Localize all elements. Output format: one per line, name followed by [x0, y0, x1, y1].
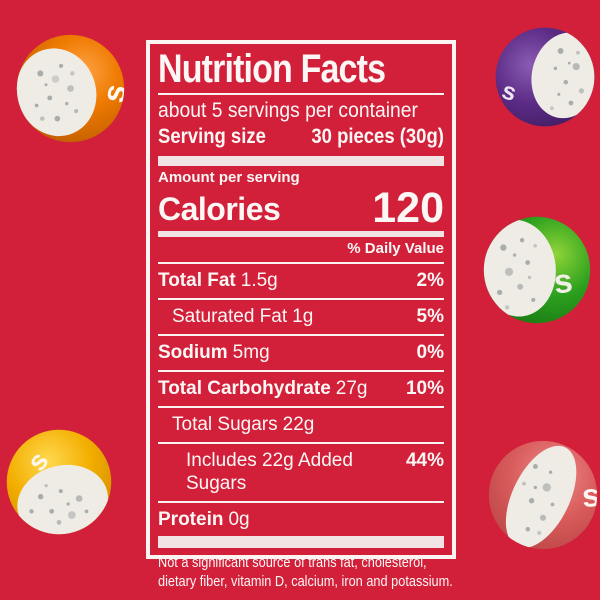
yellow-candy-icon: s: [6, 429, 112, 535]
orange-candy-icon: s: [16, 34, 125, 143]
nutrient-dv: 44%: [405, 450, 444, 471]
panel-title: Nutrition Facts: [158, 47, 386, 91]
svg-text:s: s: [581, 477, 600, 514]
nutrient-row-total-fat: Total Fat 1.5g 2%: [158, 262, 444, 298]
nutrient-dv: 10%: [405, 378, 444, 399]
nutrient-name: Saturated Fat: [172, 306, 288, 327]
servings-per-container: about 5 servings per container: [158, 99, 418, 122]
nutrient-name: Total Fat: [158, 270, 236, 291]
nutrient-amount: 27g: [335, 378, 368, 399]
nutrient-amount: 5mg: [232, 342, 270, 363]
nutrient-name: Total Sugars: [172, 414, 278, 435]
svg-text:s: s: [552, 263, 574, 302]
nutrient-name: Total Carbohydrate: [158, 378, 331, 399]
footnote-line-1: Not a significant source of trans fat, c…: [158, 554, 427, 571]
separator-bar: [158, 536, 444, 548]
nutrient-amount: 1.5g: [240, 270, 278, 291]
separator-bar: [158, 156, 444, 166]
nutrient-amount: 22g: [282, 414, 315, 435]
serving-size-label: Serving size: [158, 125, 266, 148]
green-candy-icon: s: [483, 216, 591, 324]
serving-size-row: Serving size 30 pieces (30g): [158, 124, 444, 150]
nutrient-amount: 0g: [228, 509, 250, 530]
nutrient-dv: 0%: [416, 342, 444, 363]
nutrient-dv: 5%: [416, 306, 444, 327]
nutrient-row-total-sugars: Total Sugars 22g: [158, 406, 444, 442]
nutrient-name: Protein: [158, 509, 224, 530]
purple-candy-icon: s: [495, 27, 595, 127]
daily-value-header: % Daily Value: [347, 240, 444, 257]
serving-size-value: 30 pieces (30g): [311, 125, 444, 148]
nutrient-dv: 2%: [416, 270, 444, 291]
red-candy-icon: s: [488, 440, 600, 550]
nutrient-name: Includes 22g Added Sugars: [186, 450, 353, 494]
nutrient-name: Sodium: [158, 342, 228, 363]
nutrient-row-protein: Protein 0g: [158, 501, 444, 533]
nutrient-row-sodium: Sodium 5mg 0%: [158, 334, 444, 370]
nutrition-facts-panel: Nutrition Facts about 5 servings per con…: [146, 40, 456, 590]
calories-row: Calories 120: [158, 184, 444, 232]
footnote-line-2: dietary fiber, vitamin D, calcium, iron …: [158, 573, 453, 590]
calories-label: Calories: [158, 191, 281, 227]
nutrient-row-added-sugars: Includes 22g Added Sugars 44%: [158, 442, 444, 501]
footnote: Not a significant source of trans fat, c…: [158, 553, 453, 591]
divider: [158, 93, 444, 95]
nutrient-row-total-carbohydrate: Total Carbohydrate 27g 10%: [158, 370, 444, 406]
calories-value: 120: [372, 184, 444, 232]
separator-bar: [158, 231, 444, 237]
amount-per-serving-label: Amount per serving: [158, 169, 300, 186]
nutrient-amount: 1g: [292, 306, 314, 327]
nutrient-row-saturated-fat: Saturated Fat 1g 5%: [158, 298, 444, 334]
